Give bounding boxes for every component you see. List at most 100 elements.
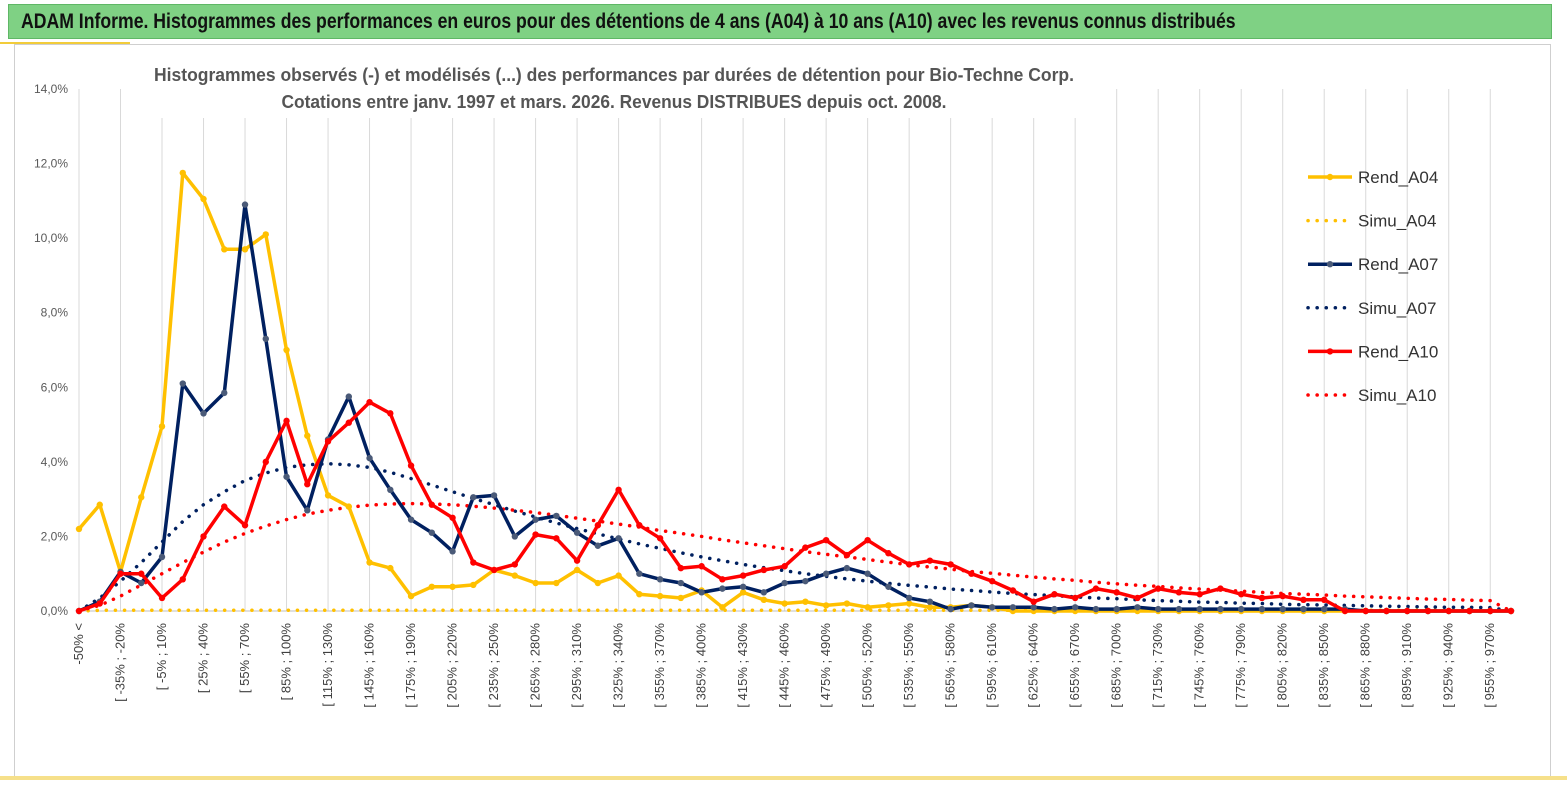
series-line-Rend_A04 bbox=[77, 171, 1511, 613]
data-point-Rend_A10 bbox=[573, 557, 581, 564]
data-point-Rend_A04 bbox=[221, 246, 228, 253]
y-tick-label: 6,0% bbox=[41, 380, 69, 394]
data-point-Rend_A07 bbox=[1217, 605, 1224, 613]
data-point-Rend_A10 bbox=[470, 559, 477, 566]
x-tick-label: [ 325% ; 340% bbox=[611, 623, 626, 708]
data-point-Rend_A10 bbox=[1030, 598, 1037, 605]
data-point-Rend_A04 bbox=[138, 494, 145, 501]
x-axis: -50% < [ -35% ; -20% [ -5% ; 10% [ 25% ; 40… bbox=[71, 623, 1497, 708]
x-tick-label: [ 835% ; 850% bbox=[1316, 623, 1331, 708]
bottom-accent-line bbox=[0, 776, 1567, 780]
data-point-Rend_A07 bbox=[1196, 605, 1203, 613]
data-point-Rend_A10 bbox=[345, 419, 352, 426]
data-point-Rend_A04 bbox=[739, 589, 747, 596]
data-point-Rend_A10 bbox=[656, 535, 664, 542]
data-point-Rend_A07 bbox=[138, 579, 145, 587]
data-point-Rend_A10 bbox=[1071, 594, 1079, 602]
data-point-Rend_A10 bbox=[1466, 607, 1473, 615]
data-point-Rend_A10 bbox=[532, 531, 539, 538]
data-point-Rend_A07 bbox=[1009, 604, 1017, 611]
data-point-Rend_A07 bbox=[864, 570, 871, 577]
data-point-Rend_A10 bbox=[1113, 589, 1120, 596]
data-point-Rend_A07 bbox=[822, 570, 830, 577]
x-tick-label: [ 265% ; 280% bbox=[528, 623, 543, 708]
data-point-Rend_A04 bbox=[241, 246, 249, 253]
data-point-Rend_A07 bbox=[1279, 605, 1286, 613]
data-point-Rend_A04 bbox=[96, 501, 103, 508]
x-tick-label: [ 235% ; 250% bbox=[486, 623, 501, 708]
data-point-Rend_A07 bbox=[1113, 605, 1120, 613]
data-point-Rend_A10 bbox=[802, 544, 809, 551]
data-point-Rend_A07 bbox=[656, 576, 664, 583]
data-point-Rend_A07 bbox=[304, 507, 311, 514]
data-point-Rend_A10 bbox=[739, 572, 747, 579]
x-tick-label: [ 445% ; 460% bbox=[777, 623, 792, 708]
data-point-Rend_A07 bbox=[449, 548, 456, 555]
data-point-Rend_A10 bbox=[615, 486, 622, 494]
data-point-Rend_A07 bbox=[677, 579, 685, 587]
data-point-Rend_A10 bbox=[1487, 607, 1494, 615]
chart-title: Histogrammes observés (-) et modélisés (… bbox=[150, 58, 1080, 118]
data-point-Rend_A10 bbox=[698, 563, 705, 570]
data-point-Rend_A04 bbox=[262, 231, 269, 238]
data-point-Rend_A10 bbox=[366, 399, 373, 406]
x-tick-label: [ 55% ; 70% bbox=[237, 623, 252, 694]
data-point-Rend_A10 bbox=[407, 462, 415, 469]
data-point-Rend_A10 bbox=[304, 481, 311, 488]
data-point-Rend_A10 bbox=[1051, 591, 1058, 598]
y-tick-label: 0,0% bbox=[41, 604, 69, 618]
x-tick-label: [ 505% ; 520% bbox=[860, 623, 875, 708]
data-point-Rend_A10 bbox=[1217, 585, 1224, 592]
data-point-Rend_A07 bbox=[988, 604, 996, 611]
data-point-Rend_A04 bbox=[75, 525, 83, 533]
data-point-Rend_A10 bbox=[843, 551, 851, 559]
legend-label-Rend_A07: Rend_A07 bbox=[1358, 255, 1438, 274]
data-point-Rend_A10 bbox=[1196, 591, 1203, 598]
legend-marker-Rend_A04 bbox=[1326, 173, 1334, 181]
title-background bbox=[150, 58, 1080, 118]
data-point-Rend_A07 bbox=[615, 535, 622, 542]
data-point-Rend_A10 bbox=[511, 561, 519, 568]
data-point-Rend_A10 bbox=[1445, 607, 1452, 615]
data-point-Rend_A04 bbox=[387, 564, 394, 572]
y-axis: 0,0% 2,0% 4,0% 6,0% 8,0% 10,0% 12,0% 14,0% bbox=[34, 82, 68, 618]
x-tick-label: [ 535% ; 550% bbox=[901, 623, 916, 708]
data-point-Rend_A10 bbox=[760, 566, 768, 574]
x-tick-label: [ 145% ; 160% bbox=[362, 623, 377, 708]
data-point-Rend_A04 bbox=[553, 579, 560, 587]
y-tick-label: 2,0% bbox=[41, 529, 69, 543]
data-point-Rend_A07 bbox=[1071, 604, 1079, 611]
x-tick-label: [ 895% ; 910% bbox=[1399, 623, 1414, 708]
data-point-Rend_A04 bbox=[843, 600, 851, 607]
top-accent-line bbox=[0, 42, 130, 44]
data-point-Rend_A04 bbox=[615, 572, 622, 579]
data-point-Rend_A10 bbox=[885, 550, 892, 557]
data-point-Rend_A10 bbox=[947, 561, 954, 568]
x-tick-label: [ 25% ; 40% bbox=[196, 623, 211, 694]
x-tick-label: [ 115% ; 130% bbox=[320, 623, 335, 707]
data-point-Rend_A07 bbox=[926, 598, 934, 605]
data-point-Rend_A07 bbox=[698, 589, 705, 596]
data-point-Rend_A07 bbox=[553, 512, 560, 520]
data-point-Rend_A07 bbox=[594, 542, 602, 549]
data-point-Rend_A07 bbox=[490, 492, 498, 499]
data-point-Rend_A10 bbox=[158, 594, 166, 602]
data-point-Rend_A04 bbox=[822, 602, 830, 609]
x-tick-label: [ 685% ; 700% bbox=[1109, 623, 1124, 708]
data-point-Rend_A07 bbox=[947, 605, 954, 613]
data-point-Rend_A07 bbox=[1092, 605, 1100, 613]
data-point-Rend_A10 bbox=[1341, 607, 1349, 615]
data-point-Rend_A07 bbox=[802, 577, 809, 585]
y-tick-label: 10,0% bbox=[34, 231, 68, 245]
chart-series bbox=[75, 169, 1515, 615]
data-point-Rend_A10 bbox=[75, 607, 83, 615]
x-tick-label: [ 955% ; 970% bbox=[1482, 623, 1497, 708]
x-tick-label: -50% < bbox=[71, 623, 86, 665]
data-point-Rend_A10 bbox=[1404, 607, 1411, 615]
data-point-Rend_A07 bbox=[179, 380, 186, 387]
series-line-Simu_A10 bbox=[77, 501, 1513, 613]
data-point-Rend_A04 bbox=[283, 346, 290, 354]
chart-grid bbox=[78, 89, 1511, 612]
data-point-Rend_A04 bbox=[760, 596, 768, 604]
